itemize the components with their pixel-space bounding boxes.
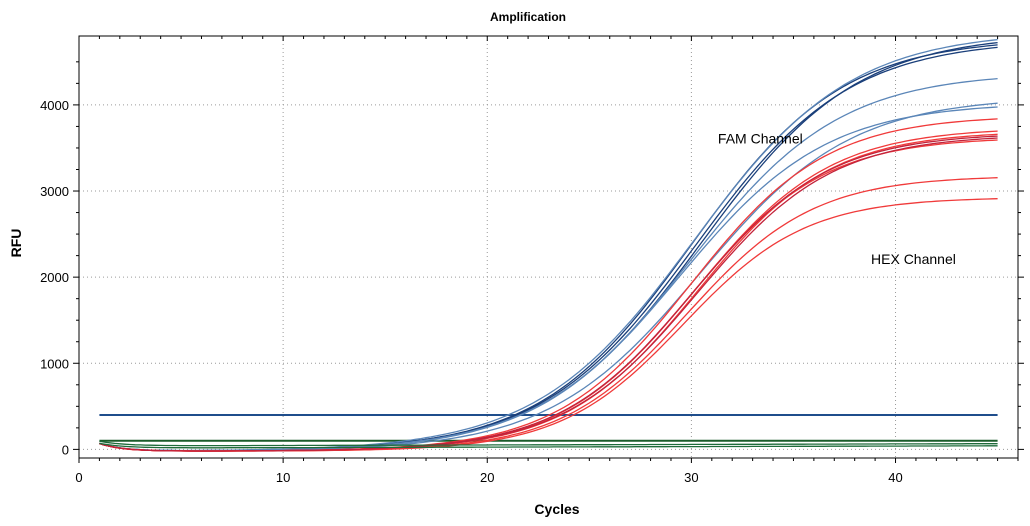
y-tick-label: 2000 <box>40 270 69 285</box>
series-line-fam-2 <box>99 46 998 452</box>
y-tick-label: 0 <box>62 442 69 457</box>
series-line-hex-8 <box>99 130 998 452</box>
series-line-hex-13 <box>99 135 998 452</box>
grid <box>79 36 1018 458</box>
y-tick-label: 1000 <box>40 356 69 371</box>
series-line-hex-14 <box>99 137 998 452</box>
y-axis-label: RFU <box>8 229 24 258</box>
x-tick-label: 20 <box>480 470 494 485</box>
series-line-fam-0 <box>99 44 998 452</box>
annotations: FAM Channel HEX Channel <box>718 131 956 268</box>
series-line-hex-9 <box>99 133 998 452</box>
x-tick-label: 0 <box>75 470 82 485</box>
series-line-hex-11 <box>99 177 998 452</box>
annotation-label: FAM Channel <box>718 131 803 147</box>
annotation-label: HEX Channel <box>871 251 956 267</box>
x-tick-label: 40 <box>888 470 902 485</box>
x-tick-label: 30 <box>684 470 698 485</box>
y-tick-label: 3000 <box>40 184 69 199</box>
series-line-fam-3 <box>99 38 998 452</box>
series-lines <box>99 38 998 452</box>
series-line-ntc-15 <box>99 440 998 447</box>
x-axis-label: Cycles <box>534 501 579 517</box>
series-line-fam-1 <box>99 41 998 452</box>
series-line-ntc-16 <box>99 442 998 449</box>
chart-title: Amplification <box>490 10 566 24</box>
y-tick-label: 4000 <box>40 98 69 113</box>
series-line-hex-10 <box>99 139 998 452</box>
series-line-fam-4 <box>99 77 998 452</box>
x-tick-label: 10 <box>276 470 290 485</box>
plot-frame <box>78 35 1019 459</box>
axis-ticks: 0 10 20 30 40 0 1000 2000 3000 4000 <box>40 36 1024 485</box>
series-line-hex-12 <box>99 198 998 452</box>
